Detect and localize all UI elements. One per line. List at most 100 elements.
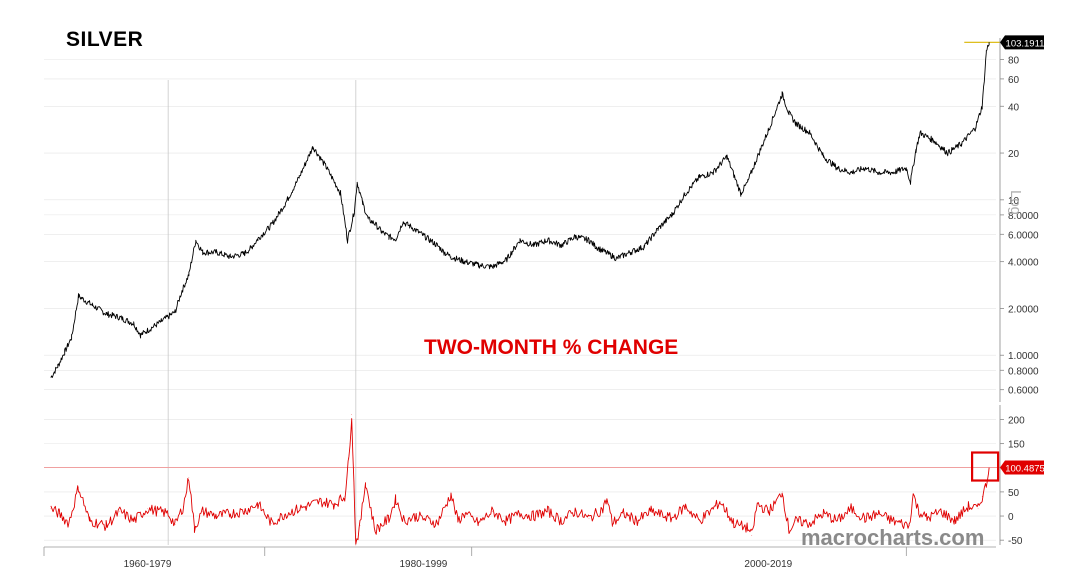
price-point (947, 152, 949, 154)
change-point (395, 498, 397, 500)
change-point (388, 518, 390, 519)
change-point (492, 510, 493, 512)
price-point (91, 304, 93, 306)
change-point (671, 518, 673, 519)
reference-line (44, 41, 1000, 469)
change-point (926, 518, 928, 519)
price-point (57, 365, 59, 367)
price-point (174, 311, 176, 313)
price-point (367, 218, 369, 220)
price-point (347, 239, 348, 241)
price-tick-label: 0.6000 (1008, 386, 1039, 397)
change-point (823, 513, 824, 514)
change-last-value-badge-label: 100.4875 (1005, 464, 1045, 475)
price-point (533, 244, 535, 246)
change-point (183, 506, 184, 507)
price-point (395, 238, 397, 240)
change-point (58, 513, 60, 514)
price-point (388, 236, 390, 237)
price-point (202, 251, 203, 253)
price-point (788, 113, 790, 114)
change-point (809, 522, 811, 524)
price-point (630, 251, 631, 253)
change-point (505, 520, 507, 522)
change-point (174, 524, 176, 526)
change-point (89, 520, 90, 522)
price-tick-label: 0.8000 (1008, 366, 1039, 377)
price-tick-label: 8.0000 (1008, 211, 1039, 222)
change-point (50, 508, 52, 510)
price-tick-label: 4.0000 (1008, 258, 1039, 269)
change-point (954, 520, 955, 522)
change-point (105, 525, 107, 526)
price-tick-label: 40 (1008, 102, 1020, 113)
price-point (326, 167, 328, 169)
price-point (747, 181, 748, 183)
price-point (229, 256, 231, 258)
price-point (892, 172, 893, 173)
change-point (365, 481, 366, 483)
price-point (740, 193, 742, 194)
change-point (416, 515, 417, 517)
price-point (981, 105, 983, 107)
price-point (878, 172, 880, 173)
price-point (298, 176, 300, 178)
change-point (988, 467, 990, 469)
price-point (354, 210, 355, 212)
price-point (250, 247, 252, 249)
change-point (243, 510, 245, 512)
price-point (71, 337, 72, 338)
change-point (533, 515, 535, 517)
change-tick-label: 0 (1008, 512, 1014, 523)
price-point (312, 146, 314, 147)
latest-spike-highlight-box (971, 451, 1000, 482)
price-tick-label: 60 (1008, 75, 1020, 86)
change-point (751, 535, 753, 536)
price-last-value-badge-label: 103.1911 (1006, 38, 1045, 49)
change-point (733, 522, 735, 524)
change-point (788, 530, 790, 531)
change-point (271, 522, 272, 524)
change-y-axis: 200150100500-50 (999, 405, 1025, 547)
change-point (561, 520, 562, 522)
price-point (356, 181, 358, 183)
price-point (423, 235, 424, 236)
price-point (133, 323, 134, 324)
change-point (977, 508, 979, 510)
price-point (188, 274, 190, 275)
change-point (119, 510, 121, 512)
change-tick-label: -50 (1008, 536, 1023, 547)
change-point (757, 503, 758, 505)
price-point (519, 239, 521, 241)
change-point (374, 530, 376, 531)
x-axis-label: 1960-1979 (124, 559, 172, 570)
price-point (505, 259, 507, 261)
change-point (285, 513, 286, 514)
price-point (362, 202, 364, 204)
change-point (305, 506, 307, 507)
price-point (643, 246, 645, 247)
change-point (968, 506, 969, 507)
change-point (685, 506, 686, 507)
price-point (726, 156, 728, 157)
price-point (795, 123, 797, 124)
price-point (699, 176, 700, 178)
change-point (574, 510, 576, 512)
change-point (464, 513, 466, 514)
change-point (878, 513, 880, 514)
change-point (355, 544, 357, 546)
change-point (699, 520, 700, 522)
price-point (195, 239, 197, 241)
change-tick-label: 50 (1008, 488, 1020, 499)
price-point (906, 167, 907, 169)
price-point (754, 163, 755, 165)
price-tick-label: 10 (1008, 196, 1020, 207)
change-point (908, 525, 910, 526)
x-axis: 1960-1979 1980-1999 2000-2019 (43, 546, 996, 570)
price-point (374, 223, 376, 225)
price-point (285, 202, 286, 204)
change-point (194, 527, 195, 529)
change-point (986, 484, 987, 485)
change-point (229, 513, 231, 514)
x-axis-label: 2000-2019 (744, 559, 792, 570)
